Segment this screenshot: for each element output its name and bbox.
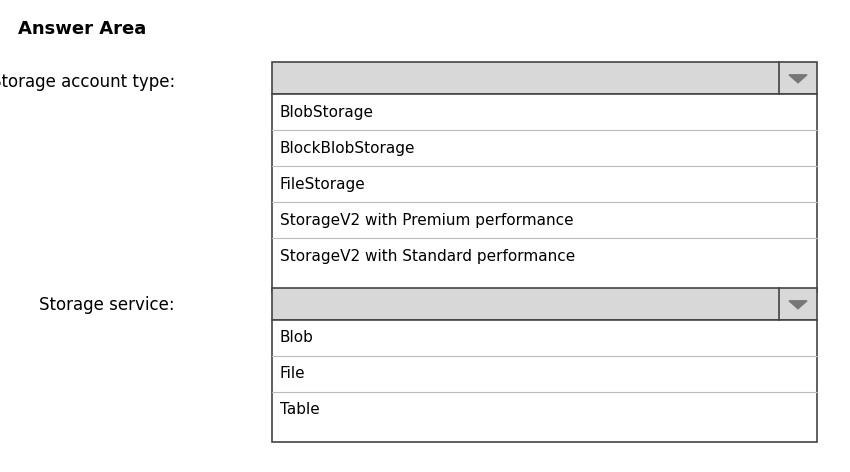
Text: Storage service:: Storage service:	[39, 296, 175, 314]
Text: Answer Area: Answer Area	[18, 20, 146, 38]
Text: StorageV2 with Standard performance: StorageV2 with Standard performance	[280, 248, 575, 263]
Text: File: File	[280, 366, 306, 381]
Text: StorageV2 with Premium performance: StorageV2 with Premium performance	[280, 212, 574, 228]
Text: Table: Table	[280, 403, 320, 418]
Bar	[272, 94, 817, 292]
Text: Blob: Blob	[280, 330, 314, 346]
Text: FileStorage: FileStorage	[280, 177, 366, 192]
Text: Storage account type:: Storage account type:	[0, 73, 175, 91]
Text: BlockBlobStorage: BlockBlobStorage	[280, 141, 416, 155]
Bar	[272, 288, 817, 320]
Polygon shape	[789, 75, 807, 83]
Polygon shape	[789, 301, 807, 309]
Bar	[272, 320, 817, 442]
Text: BlobStorage: BlobStorage	[280, 104, 374, 119]
Bar	[272, 62, 817, 94]
